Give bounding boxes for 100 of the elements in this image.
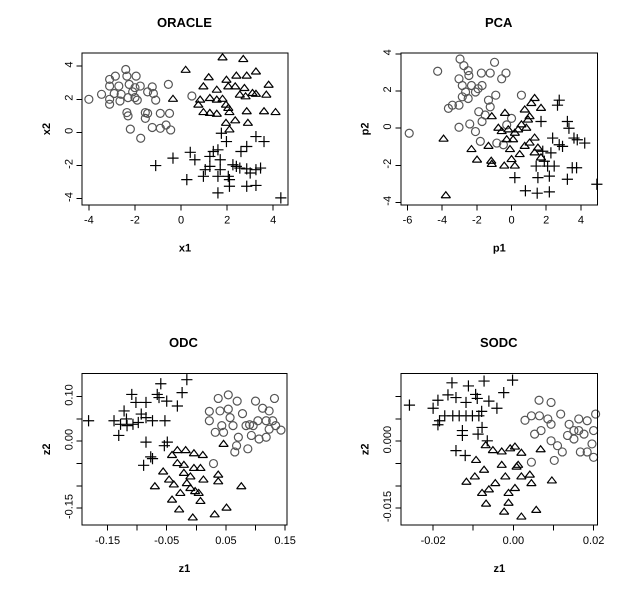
point <box>224 404 233 414</box>
point <box>576 447 585 457</box>
point <box>140 114 150 123</box>
point <box>433 414 446 427</box>
point <box>215 406 225 416</box>
point <box>185 472 196 480</box>
point <box>264 406 274 416</box>
y-tick-label: 0.10 <box>63 384 76 406</box>
y-tick-label: 0.000 <box>382 426 394 454</box>
point <box>268 416 278 426</box>
point <box>171 400 184 412</box>
x-tick-label: 0.00 <box>502 534 524 547</box>
point <box>470 472 480 480</box>
point <box>130 83 140 92</box>
point <box>460 87 470 97</box>
point <box>238 408 248 418</box>
y-axis-title: z2 <box>360 443 372 456</box>
point <box>501 68 511 78</box>
point <box>536 153 546 161</box>
point <box>568 132 580 144</box>
point <box>123 93 133 102</box>
point <box>176 386 188 399</box>
point <box>531 506 542 513</box>
point <box>232 441 242 450</box>
point <box>496 460 507 468</box>
point <box>122 72 132 81</box>
point <box>448 100 458 110</box>
point <box>475 405 488 418</box>
point <box>516 90 526 100</box>
point <box>198 108 209 116</box>
point <box>521 124 532 131</box>
point <box>526 458 536 467</box>
point <box>250 67 262 75</box>
point <box>234 432 243 442</box>
point <box>195 496 206 504</box>
point <box>224 108 235 116</box>
point <box>544 146 558 160</box>
point <box>262 416 271 426</box>
point <box>455 54 465 64</box>
point <box>250 164 262 176</box>
point <box>561 173 574 186</box>
chart-title: ODC <box>169 335 198 350</box>
point <box>132 72 141 81</box>
point <box>454 74 464 84</box>
point <box>148 82 157 92</box>
point <box>458 80 467 90</box>
point <box>566 162 578 174</box>
point <box>199 164 212 176</box>
point <box>174 505 184 513</box>
x-axis-title: z1 <box>178 563 190 576</box>
point <box>214 394 223 404</box>
point <box>208 458 218 468</box>
x-tick-label: 2 <box>543 214 550 227</box>
point <box>551 98 564 112</box>
point <box>204 150 216 163</box>
point <box>534 115 548 128</box>
point <box>132 416 144 429</box>
point <box>241 421 251 430</box>
point <box>240 162 253 176</box>
point <box>587 439 597 449</box>
point <box>442 388 454 402</box>
point <box>228 421 238 430</box>
point <box>486 112 497 120</box>
point <box>520 142 530 150</box>
point <box>543 414 552 424</box>
point <box>238 54 248 62</box>
point <box>433 66 442 76</box>
point <box>262 432 271 442</box>
point <box>524 138 535 146</box>
x-tick-label: 4 <box>578 214 584 227</box>
point <box>470 126 480 136</box>
x-tick-label: -2 <box>130 214 140 227</box>
point <box>503 488 514 496</box>
point <box>244 166 256 180</box>
point <box>558 447 567 457</box>
point <box>480 110 490 120</box>
point <box>582 447 592 457</box>
point <box>193 488 204 496</box>
point <box>498 386 510 399</box>
point <box>432 418 444 431</box>
point <box>188 464 200 472</box>
y-tick-label: 0 <box>382 124 394 130</box>
point <box>149 159 162 172</box>
point <box>143 87 152 96</box>
point <box>151 96 160 105</box>
point <box>164 108 174 118</box>
x-tick-label: -4 <box>84 214 94 227</box>
point <box>510 442 520 450</box>
point <box>240 180 253 192</box>
point <box>116 90 126 99</box>
point <box>552 441 562 450</box>
point <box>476 136 485 146</box>
point <box>546 476 558 484</box>
point <box>166 125 176 135</box>
point <box>454 122 464 132</box>
point <box>258 404 268 413</box>
point <box>188 513 198 521</box>
y-tick-label: 2 <box>63 94 76 101</box>
point <box>497 74 506 84</box>
point <box>534 411 544 420</box>
